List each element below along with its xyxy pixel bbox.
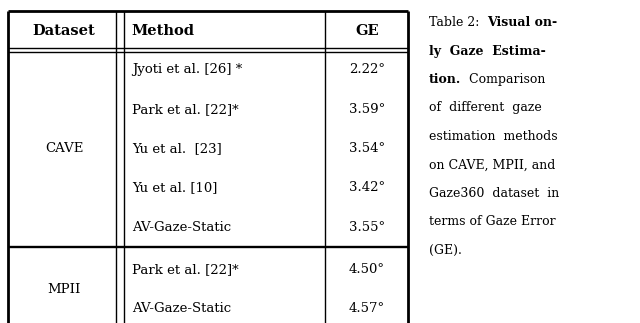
Text: 3.59°: 3.59°	[349, 103, 385, 116]
Text: AV-Gaze-Static: AV-Gaze-Static	[132, 221, 231, 234]
Text: 2.22°: 2.22°	[349, 63, 385, 76]
Text: MPII: MPII	[47, 283, 81, 296]
Text: on CAVE, MPII, and: on CAVE, MPII, and	[429, 158, 555, 171]
Text: 3.42°: 3.42°	[349, 182, 385, 194]
Text: Yu et al.  [23]: Yu et al. [23]	[132, 142, 221, 155]
Text: 4.50°: 4.50°	[349, 263, 385, 276]
Text: 3.55°: 3.55°	[349, 221, 385, 234]
Text: Table 2:: Table 2:	[429, 16, 487, 29]
Text: CAVE: CAVE	[45, 142, 83, 155]
Text: of  different  gaze: of different gaze	[429, 101, 541, 114]
Text: terms of Gaze Error: terms of Gaze Error	[429, 215, 556, 228]
Text: AV-Gaze-Static: AV-Gaze-Static	[132, 302, 231, 315]
Text: Dataset: Dataset	[33, 24, 95, 38]
Text: tion.: tion.	[429, 73, 461, 86]
Text: estimation  methods: estimation methods	[429, 130, 557, 143]
Text: Visual on-: Visual on-	[487, 16, 557, 29]
Text: Method: Method	[132, 24, 195, 38]
Text: GE: GE	[355, 24, 378, 38]
Text: Park et al. [22]*: Park et al. [22]*	[132, 103, 239, 116]
Text: 3.54°: 3.54°	[349, 142, 385, 155]
Text: Park et al. [22]*: Park et al. [22]*	[132, 263, 239, 276]
Text: Jyoti et al. [26] *: Jyoti et al. [26] *	[132, 63, 242, 76]
Text: Yu et al. [10]: Yu et al. [10]	[132, 182, 217, 194]
Text: (GE).: (GE).	[429, 244, 461, 256]
Text: ly  Gaze  Estima-: ly Gaze Estima-	[429, 45, 545, 57]
Text: Gaze360  dataset  in: Gaze360 dataset in	[429, 187, 559, 200]
Text: Comparison: Comparison	[461, 73, 545, 86]
Text: 4.57°: 4.57°	[349, 302, 385, 315]
